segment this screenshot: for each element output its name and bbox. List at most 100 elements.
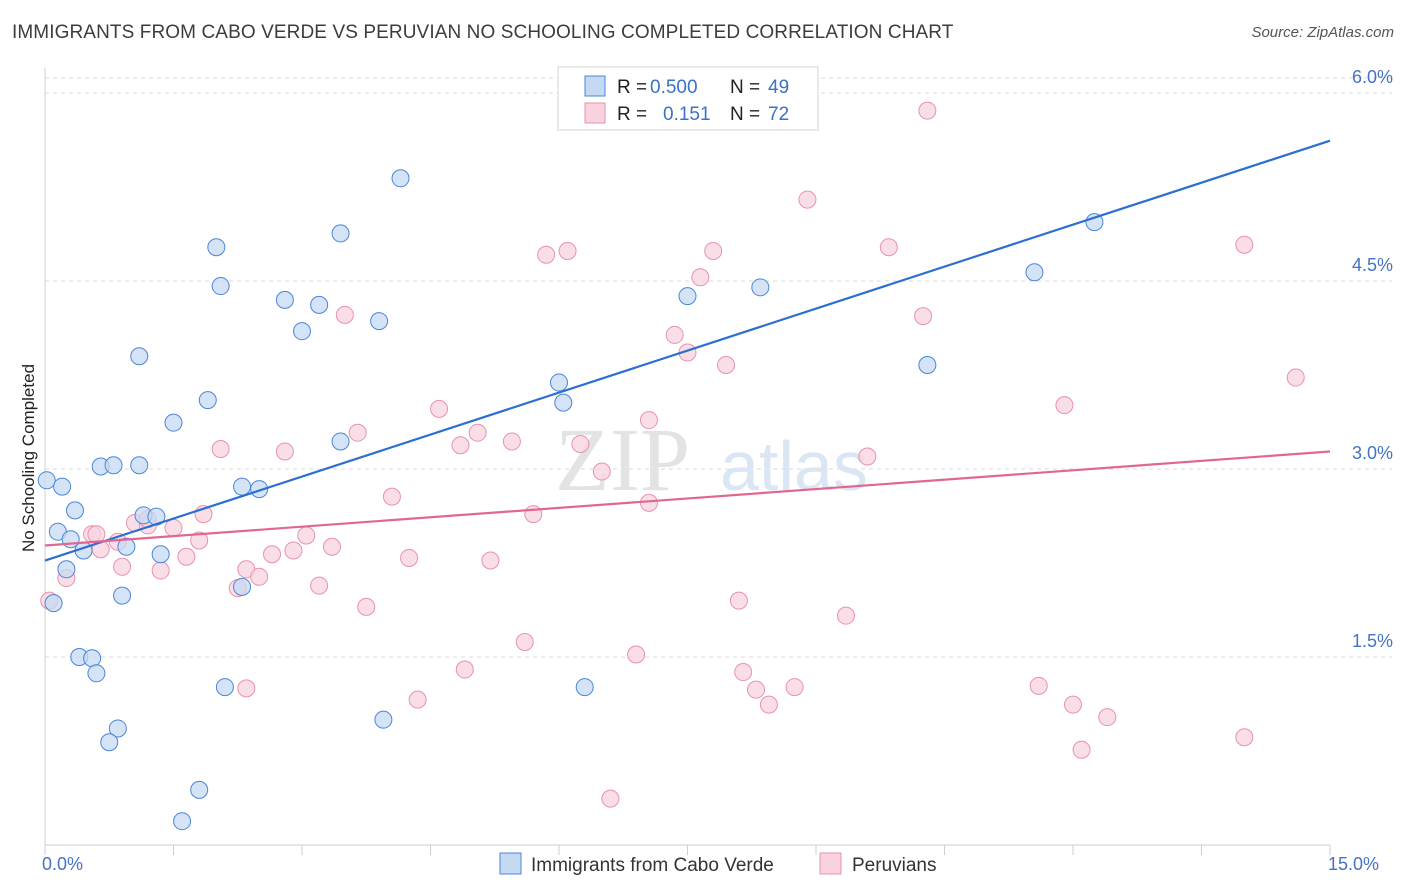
data-point: [207, 238, 226, 257]
data-point: [164, 518, 183, 537]
x-tick-label-max: 15.0%: [1328, 854, 1379, 874]
data-point: [430, 399, 449, 418]
legend-swatch-peruvians: [819, 852, 842, 875]
x-tick-label-min: 0.0%: [42, 854, 83, 874]
data-point: [53, 477, 72, 496]
legend-label-peruvians: Peruvians: [852, 855, 937, 876]
data-point: [550, 373, 568, 392]
stats-swatch-blue: [584, 75, 606, 97]
data-point: [1235, 728, 1254, 747]
data-point: [65, 501, 84, 520]
watermark-zip: ZIP: [555, 411, 690, 510]
trend-line: [44, 139, 1331, 562]
data-point: [717, 356, 736, 375]
data-point: [524, 505, 543, 524]
data-point: [190, 780, 209, 799]
data-point: [836, 606, 855, 625]
data-point: [151, 545, 170, 564]
data-point: [554, 393, 573, 412]
data-point: [44, 594, 63, 613]
data-point: [331, 224, 350, 243]
data-point: [798, 190, 817, 209]
x-tick-marks: [44, 845, 1331, 855]
stats-r-label-blue: R =: [617, 77, 647, 98]
data-point: [331, 432, 350, 451]
data-point: [691, 268, 710, 287]
data-point: [198, 391, 217, 410]
data-point: [87, 525, 106, 544]
data-point: [601, 789, 620, 808]
stats-n-label-blue: N =: [730, 77, 760, 98]
data-point: [190, 531, 209, 550]
source-label: Source: ZipAtlas.com: [1251, 24, 1394, 41]
series-cabo-verde: [37, 169, 1104, 831]
stats-swatch-pink: [584, 102, 606, 124]
data-point: [57, 560, 76, 579]
watermark: ZIP atlas: [555, 411, 868, 510]
data-point: [481, 551, 500, 570]
data-point: [177, 547, 196, 566]
data-point: [734, 663, 753, 682]
data-point: [104, 456, 123, 475]
data-point: [117, 537, 136, 556]
data-point: [678, 287, 697, 306]
data-point: [275, 290, 294, 309]
data-point: [100, 733, 119, 752]
data-point: [537, 245, 556, 264]
data-point: [1064, 695, 1082, 714]
stats-n-label-pink: N =: [730, 104, 760, 125]
data-point: [215, 678, 234, 697]
data-point: [918, 101, 937, 120]
stats-legend: R = 0.500 N = 49 R = 0.151 N = 72: [557, 66, 819, 131]
data-point: [918, 356, 937, 375]
data-point: [515, 632, 534, 651]
data-point: [391, 169, 410, 188]
data-point: [374, 710, 393, 729]
data-point: [275, 442, 294, 461]
data-point: [1055, 396, 1074, 415]
data-point: [400, 549, 419, 568]
data-point: [293, 322, 311, 341]
data-point: [575, 678, 594, 697]
trend-lines: [44, 139, 1331, 562]
data-point: [1029, 676, 1048, 695]
data-point: [284, 541, 303, 560]
data-point: [751, 278, 770, 297]
data-point: [113, 557, 132, 576]
data-point: [759, 695, 778, 714]
y-tick-label: 6.0%: [1352, 67, 1393, 87]
data-point: [250, 567, 269, 586]
data-point: [297, 526, 316, 545]
data-point: [263, 545, 282, 564]
data-point: [1025, 263, 1044, 282]
data-point: [61, 530, 80, 549]
data-point: [729, 591, 748, 610]
data-point: [1235, 235, 1254, 254]
data-point: [1286, 368, 1305, 387]
chart-title: IMMIGRANTS FROM CABO VERDE VS PERUVIAN N…: [12, 22, 954, 43]
data-point: [1072, 740, 1091, 759]
data-point: [233, 477, 252, 496]
data-point: [704, 241, 723, 260]
data-point: [37, 471, 56, 490]
data-point: [747, 680, 766, 699]
data-point: [665, 325, 684, 344]
data-point: [914, 307, 933, 326]
data-point: [1098, 708, 1117, 727]
y-tick-labels: 1.5% 3.0% 4.5% 6.0%: [1352, 67, 1393, 651]
data-point: [455, 660, 474, 679]
data-point: [83, 649, 102, 668]
stats-n-value-pink: 72: [768, 104, 789, 125]
stats-n-value-blue: 49: [768, 77, 789, 98]
trend-line: [44, 450, 1331, 547]
legend-label-cabo-verde: Immigrants from Cabo Verde: [531, 855, 774, 876]
data-point: [322, 537, 341, 556]
data-point: [151, 561, 170, 580]
data-point: [370, 312, 389, 331]
data-point: [785, 678, 804, 697]
data-point: [211, 439, 230, 458]
data-point: [237, 679, 256, 698]
data-point: [310, 295, 329, 314]
data-point: [639, 493, 658, 512]
data-point: [164, 413, 183, 432]
